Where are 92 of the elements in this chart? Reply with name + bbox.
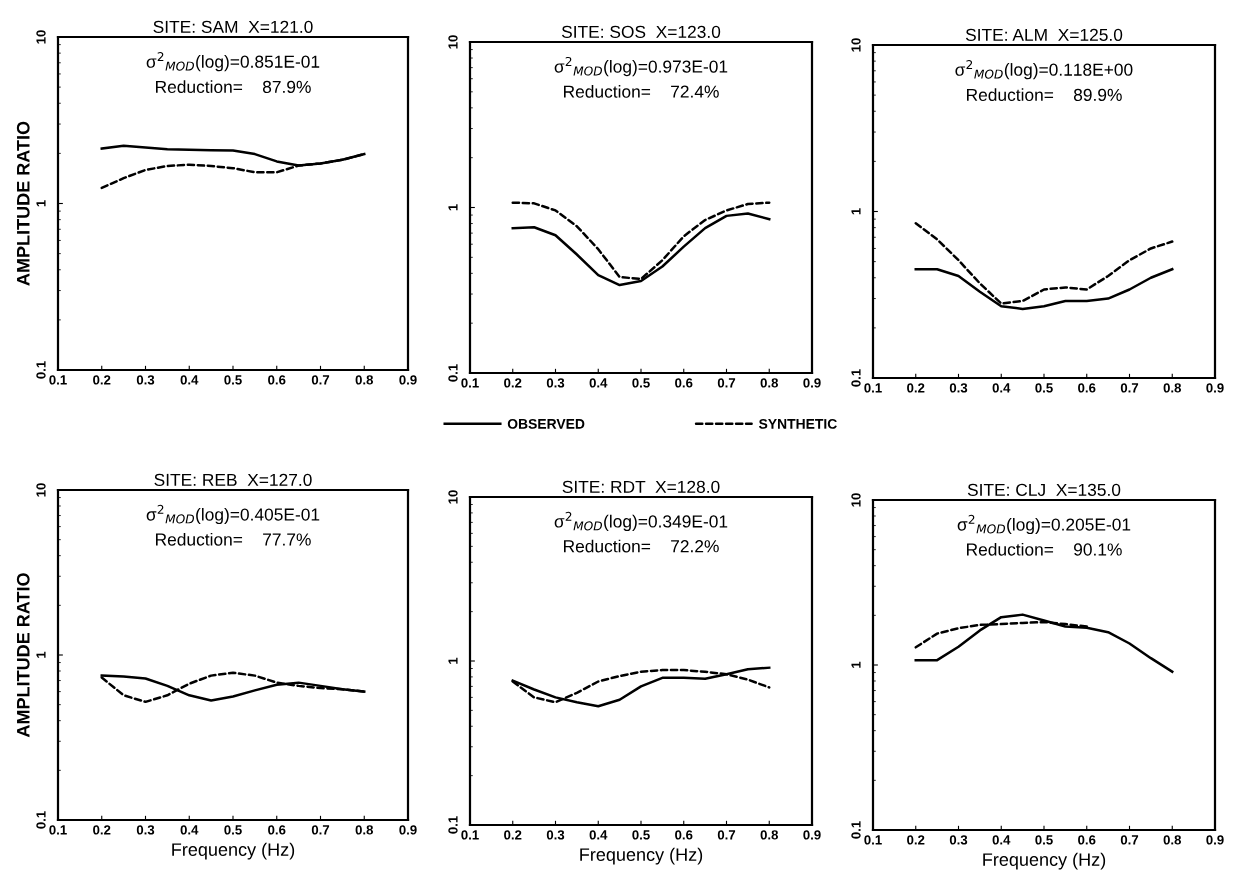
x-tick-label: 0.7 — [311, 375, 330, 385]
y-tick-label: 1 — [851, 208, 861, 215]
x-tick-label: 0.8 — [355, 825, 374, 835]
annotation: Reduction= 89.9% — [967, 88, 1122, 102]
x-tick-label: 0.5 — [224, 825, 242, 835]
y-tick-label: 10 — [36, 483, 46, 497]
x-tick-label: 0.8 — [760, 830, 779, 840]
x-tick-label: 0.8 — [1163, 835, 1182, 845]
x-tick-label: 0.9 — [1206, 383, 1224, 393]
x-tick-label: 0.7 — [717, 378, 736, 388]
annotation: σ$^{2}$$_{MOD}$(log)=0.405E-01 — [146, 504, 320, 525]
y-tick-label: 10 — [448, 35, 458, 49]
x-tick-label: 0.6 — [268, 825, 286, 835]
x-tick-label: 0.5 — [1035, 835, 1053, 845]
x-tick-label: 0.3 — [136, 825, 155, 835]
annotation: Reduction= 90.1% — [967, 542, 1122, 556]
x-axis-title: Frequency (Hz) — [580, 847, 703, 865]
annotation: Reduction= 77.7% — [156, 532, 311, 546]
x-tick-label: 0.9 — [803, 378, 821, 388]
x-axis-title: Frequency (Hz) — [983, 852, 1106, 870]
x-tick-label: 0.8 — [355, 375, 374, 385]
annotation: σ$^{2}$$_{MOD}$(log)=0.973E-01 — [554, 56, 728, 77]
x-tick-label: 0.6 — [675, 378, 693, 388]
x-tick-label: 0.6 — [675, 830, 693, 840]
chart-title: SITE: SAM X=121.0 — [153, 20, 313, 33]
chart-title: SITE: RDT X=128.0 — [562, 480, 720, 493]
x-tick-label: 0.7 — [1120, 835, 1139, 845]
annotation: σ$^{2}$$_{MOD}$(log)=0.118E+00 — [955, 59, 1133, 80]
x-tick-label: 0.3 — [546, 378, 565, 388]
x-tick-label: 0.5 — [224, 375, 242, 385]
x-tick-label: 0.7 — [311, 825, 330, 835]
annotation: σ$^{2}$$_{MOD}$(log)=0.851E-01 — [146, 51, 320, 72]
x-tick-label: 0.9 — [803, 830, 821, 840]
x-tick-label: 0.7 — [1120, 383, 1139, 393]
x-tick-label: 0.1 — [461, 378, 479, 388]
chart-title: SITE: SOS X=123.0 — [561, 25, 721, 38]
x-tick-label: 0.6 — [1078, 383, 1096, 393]
legend-label: SYNTHETIC — [758, 418, 837, 429]
x-tick-label: 0.3 — [136, 375, 155, 385]
x-tick-label: 0.3 — [546, 830, 565, 840]
x-tick-label: 0.2 — [504, 378, 522, 388]
x-tick-label: 0.4 — [589, 830, 608, 840]
annotation: Reduction= 72.4% — [564, 85, 719, 98]
y-tick-label: 10 — [851, 38, 861, 52]
x-tick-label: 0.1 — [864, 383, 882, 393]
chart-title: SITE: REB X=127.0 — [154, 473, 312, 486]
x-tick-label: 0.2 — [907, 835, 925, 845]
y-axis-title: AMPLITUDE RATIO — [16, 573, 30, 738]
y-tick-label: 1 — [448, 204, 458, 211]
y-tick-label: 1 — [36, 200, 46, 207]
x-tick-label: 0.1 — [49, 825, 67, 835]
x-tick-label: 0.4 — [589, 378, 608, 388]
x-tick-label: 0.8 — [760, 378, 779, 388]
x-tick-label: 0.9 — [399, 375, 417, 385]
x-tick-label: 0.1 — [49, 375, 67, 385]
x-tick-label: 0.2 — [907, 383, 925, 393]
x-tick-label: 0.3 — [949, 835, 968, 845]
y-tick-label: 10 — [36, 30, 46, 44]
x-tick-label: 0.4 — [992, 835, 1011, 845]
line-series — [914, 613, 1174, 674]
y-tick-label: 10 — [851, 493, 861, 507]
x-tick-label: 0.4 — [180, 825, 199, 835]
x-tick-label: 0.9 — [1206, 835, 1224, 845]
x-tick-label: 0.6 — [268, 375, 286, 385]
annotation: σ$^{2}$$_{MOD}$(log)=0.205E-01 — [957, 514, 1131, 535]
annotation: Reduction= 87.9% — [156, 80, 311, 94]
x-tick-label: 0.3 — [949, 383, 968, 393]
x-tick-label: 0.5 — [1035, 383, 1053, 393]
x-tick-label: 0.5 — [632, 830, 650, 840]
x-tick-label: 0.2 — [504, 830, 522, 840]
annotation: σ$^{2}$$_{MOD}$(log)=0.349E-01 — [554, 511, 728, 532]
y-tick-label: 1 — [36, 651, 46, 658]
x-axis-title: Frequency (Hz) — [172, 842, 295, 860]
chart-title: SITE: ALM X=125.0 — [965, 28, 1123, 41]
x-tick-label: 0.4 — [992, 383, 1011, 393]
x-tick-label: 0.5 — [632, 378, 650, 388]
x-tick-label: 0.8 — [1163, 383, 1182, 393]
x-tick-label: 0.2 — [93, 375, 111, 385]
x-tick-label: 0.6 — [1078, 835, 1096, 845]
x-tick-label: 0.1 — [461, 830, 479, 840]
x-tick-label: 0.4 — [180, 375, 199, 385]
annotation: Reduction= 72.2% — [564, 539, 719, 553]
x-tick-label: 0.2 — [93, 825, 111, 835]
y-tick-label: 1 — [851, 661, 861, 668]
legend-label: OBSERVED — [507, 418, 585, 429]
x-tick-label: 0.1 — [864, 835, 882, 845]
chart-title: SITE: CLJ X=135.0 — [967, 483, 1121, 496]
x-tick-label: 0.7 — [717, 830, 736, 840]
y-tick-label: 1 — [448, 657, 458, 664]
x-tick-label: 0.9 — [399, 825, 417, 835]
y-tick-label: 10 — [448, 490, 458, 504]
y-axis-title: AMPLITUDE RATIO — [16, 121, 30, 286]
